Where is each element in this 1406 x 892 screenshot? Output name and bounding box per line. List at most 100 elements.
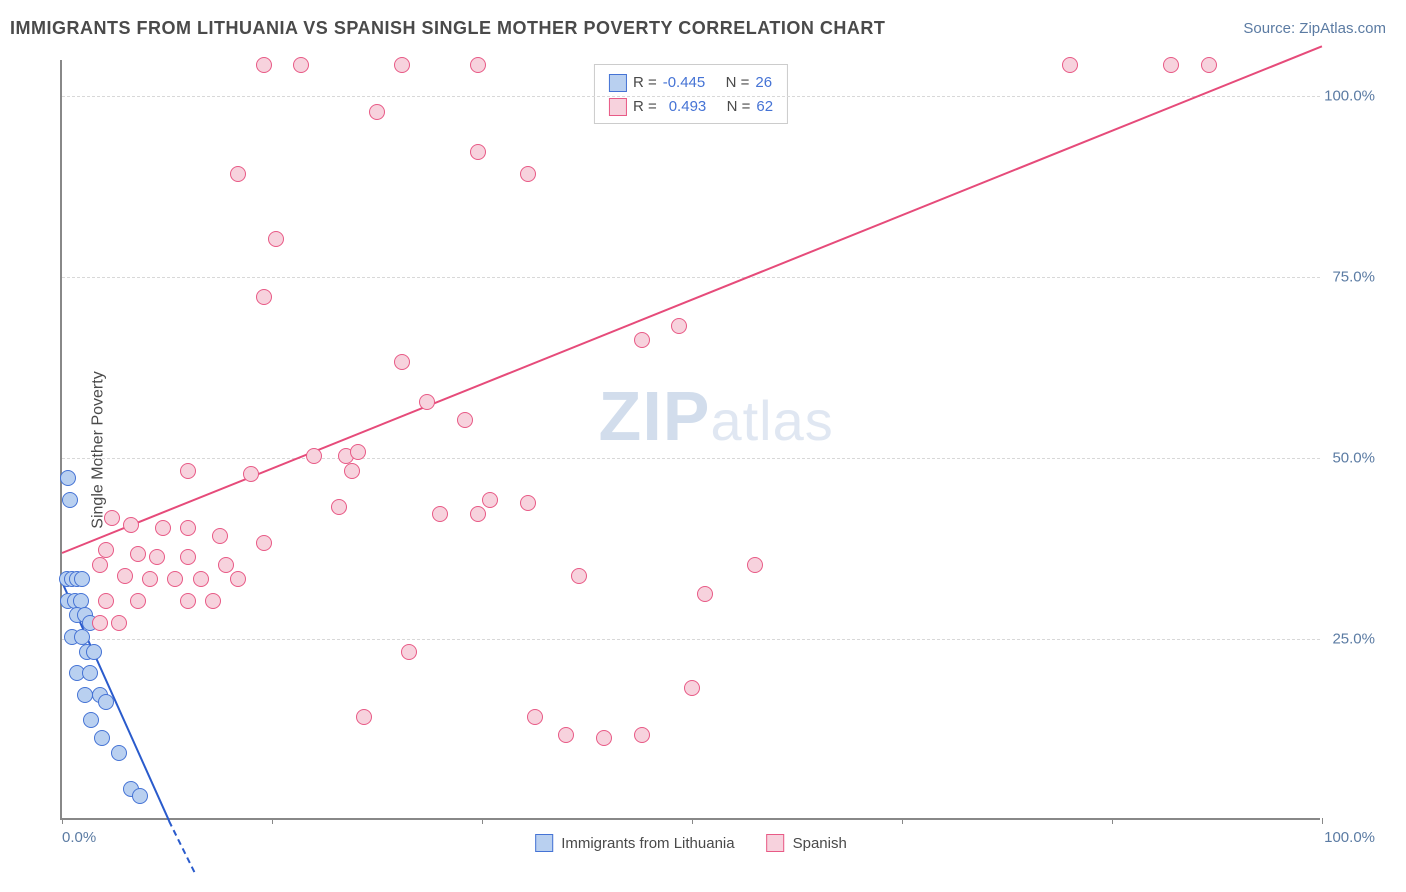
data-point-spanish xyxy=(92,557,108,573)
data-point-spanish xyxy=(167,571,183,587)
data-point-spanish xyxy=(256,57,272,73)
data-point-lithuania xyxy=(86,644,102,660)
y-tick-label: 75.0% xyxy=(1332,269,1375,286)
data-point-spanish xyxy=(1201,57,1217,73)
data-point-lithuania xyxy=(62,492,78,508)
source-prefix: Source: xyxy=(1243,20,1299,37)
data-point-spanish xyxy=(470,144,486,160)
data-point-spanish xyxy=(205,593,221,609)
legend-swatch-spanish xyxy=(767,834,785,852)
stats-legend: R = -0.445 N = 26 R = 0.493 N = 62 xyxy=(594,64,788,124)
data-point-spanish xyxy=(527,709,543,725)
data-point-spanish xyxy=(230,166,246,182)
data-point-spanish xyxy=(306,448,322,464)
data-point-spanish xyxy=(180,463,196,479)
data-point-spanish xyxy=(180,593,196,609)
swatch-spanish xyxy=(609,98,627,116)
data-point-spanish xyxy=(671,318,687,334)
data-point-spanish xyxy=(123,517,139,533)
data-point-spanish xyxy=(394,57,410,73)
data-point-spanish xyxy=(571,568,587,584)
x-tick-mark xyxy=(272,818,273,824)
series-legend: Immigrants from Lithuania Spanish xyxy=(535,834,847,852)
r-value-lithuania: -0.445 xyxy=(663,71,706,95)
x-tick-min: 0.0% xyxy=(62,829,96,846)
data-point-spanish xyxy=(596,730,612,746)
data-point-spanish xyxy=(180,520,196,536)
x-tick-mark xyxy=(692,818,693,824)
data-point-spanish xyxy=(470,57,486,73)
data-point-spanish xyxy=(293,57,309,73)
data-point-spanish xyxy=(142,571,158,587)
data-point-spanish xyxy=(149,549,165,565)
chart-container: Single Mother Poverty ZIPatlas R = -0.44… xyxy=(30,50,1380,850)
data-point-spanish xyxy=(520,495,536,511)
data-point-lithuania xyxy=(74,571,90,587)
data-point-spanish xyxy=(256,289,272,305)
y-tick-label: 25.0% xyxy=(1332,631,1375,648)
x-tick-mark xyxy=(62,818,63,824)
gridline-h xyxy=(62,277,1320,278)
watermark: ZIPatlas xyxy=(599,376,834,456)
data-point-spanish xyxy=(401,644,417,660)
y-tick-label: 100.0% xyxy=(1324,88,1375,105)
data-point-spanish xyxy=(98,593,114,609)
source-link[interactable]: ZipAtlas.com xyxy=(1299,20,1386,37)
swatch-lithuania xyxy=(609,74,627,92)
data-point-spanish xyxy=(558,727,574,743)
data-point-spanish xyxy=(111,615,127,631)
data-point-spanish xyxy=(470,506,486,522)
plot-area: ZIPatlas R = -0.445 N = 26 R = 0.493 N =… xyxy=(60,60,1320,820)
watermark-zip: ZIP xyxy=(599,377,711,455)
data-point-lithuania xyxy=(83,712,99,728)
data-point-spanish xyxy=(92,615,108,631)
r-value-spanish: 0.493 xyxy=(663,95,707,119)
trend-line-dashed xyxy=(168,821,195,873)
data-point-spanish xyxy=(634,727,650,743)
gridline-h xyxy=(62,458,1320,459)
data-point-spanish xyxy=(432,506,448,522)
n-value-lithuania: 26 xyxy=(755,71,772,95)
n-label: N = xyxy=(727,95,751,119)
data-point-lithuania xyxy=(111,745,127,761)
r-label: R = xyxy=(633,95,657,119)
watermark-rest: atlas xyxy=(710,389,833,452)
data-point-lithuania xyxy=(132,788,148,804)
data-point-spanish xyxy=(230,571,246,587)
chart-title: IMMIGRANTS FROM LITHUANIA VS SPANISH SIN… xyxy=(10,18,885,39)
gridline-h xyxy=(62,639,1320,640)
data-point-lithuania xyxy=(60,470,76,486)
data-point-spanish xyxy=(130,546,146,562)
data-point-spanish xyxy=(394,354,410,370)
data-point-spanish xyxy=(344,463,360,479)
data-point-spanish xyxy=(747,557,763,573)
data-point-spanish xyxy=(369,104,385,120)
data-point-spanish xyxy=(212,528,228,544)
x-tick-mark xyxy=(1112,818,1113,824)
data-point-spanish xyxy=(256,535,272,551)
data-point-spanish xyxy=(684,680,700,696)
data-point-spanish xyxy=(1062,57,1078,73)
stats-row-lithuania: R = -0.445 N = 26 xyxy=(609,71,773,95)
x-tick-max: 100.0% xyxy=(1324,829,1375,846)
data-point-spanish xyxy=(268,231,284,247)
data-point-spanish xyxy=(117,568,133,584)
data-point-spanish xyxy=(697,586,713,602)
data-point-spanish xyxy=(419,394,435,410)
x-tick-mark xyxy=(482,818,483,824)
data-point-spanish xyxy=(350,444,366,460)
r-label: R = xyxy=(633,71,657,95)
data-point-lithuania xyxy=(94,730,110,746)
y-tick-label: 50.0% xyxy=(1332,450,1375,467)
data-point-spanish xyxy=(356,709,372,725)
stats-row-spanish: R = 0.493 N = 62 xyxy=(609,95,773,119)
data-point-spanish xyxy=(180,549,196,565)
legend-label-lithuania: Immigrants from Lithuania xyxy=(561,835,734,852)
n-value-spanish: 62 xyxy=(756,95,773,119)
data-point-spanish xyxy=(1163,57,1179,73)
data-point-spanish xyxy=(130,593,146,609)
data-point-spanish xyxy=(457,412,473,428)
gridline-h xyxy=(62,96,1320,97)
data-point-spanish xyxy=(243,466,259,482)
legend-label-spanish: Spanish xyxy=(793,835,847,852)
